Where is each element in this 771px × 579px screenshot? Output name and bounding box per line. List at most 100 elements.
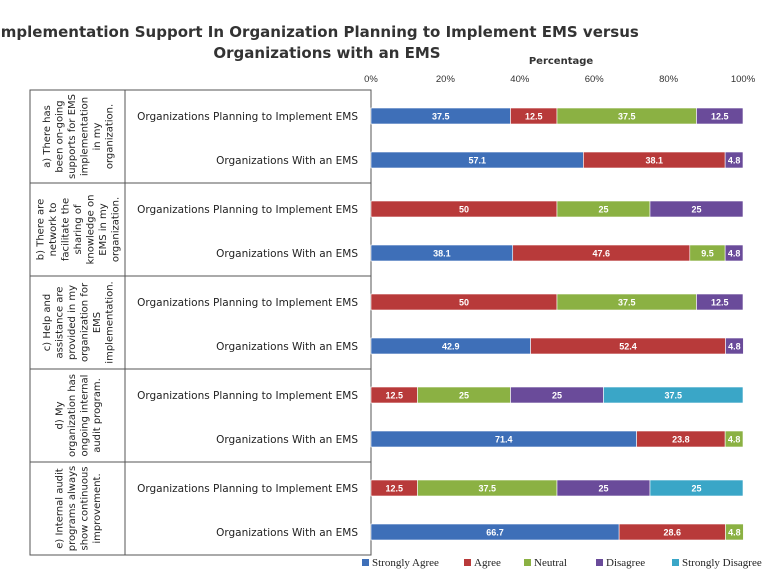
question-label-line: facilitate the (61, 198, 72, 261)
bar-category-label: Organizations With an EMS (216, 155, 358, 167)
question-label-line: organization. (111, 197, 122, 262)
bar-segment (725, 523, 744, 541)
bar-value-label: 28.6 (664, 528, 682, 538)
bar-value-label: 38.1 (646, 156, 664, 166)
bar-value-label: 25 (552, 391, 562, 401)
question-label: c) Help and assistance are provided in my o… (42, 281, 116, 363)
bar-value-label: 25 (691, 205, 701, 215)
x-axis-ticks: 0% 20% 40% 60% 80% 100% (364, 74, 756, 85)
bar-value-label: 12.5 (385, 484, 403, 494)
chart-title: Implementation Support In Organization P… (0, 23, 639, 62)
chart-title-line: Organizations with an EMS (213, 44, 440, 62)
x-tick-label: 0% (364, 74, 378, 85)
bar-value-label: 12.5 (711, 298, 729, 308)
x-axis-title: Percentage (529, 56, 594, 67)
bar-category-label: Organizations Planning to Implement EMS (137, 390, 358, 402)
bar-segment (603, 386, 744, 404)
legend-swatch (362, 559, 369, 566)
legend-swatch (464, 559, 471, 566)
question-label-line: c) Help and (42, 294, 53, 351)
question-label-line: implementation. (104, 281, 115, 363)
bar-value-label: 37.5 (618, 298, 636, 308)
bar-value-label: 57.1 (468, 156, 486, 166)
bar-category-label: Organizations With an EMS (216, 527, 358, 539)
question-label-line: organization for (79, 282, 90, 362)
bar-value-label: 50 (459, 205, 469, 215)
question-label-line: supports for EMS (67, 94, 78, 179)
bar-category-label: Organizations With an EMS (216, 248, 358, 260)
question-label-line: EMS (92, 312, 103, 333)
question-label-line: sharing of (73, 204, 84, 255)
bar-category-label: Organizations Planning to Implement EMS (137, 204, 358, 216)
question-label-line: improvement. (92, 473, 103, 543)
bar-value-label: 37.5 (664, 391, 682, 401)
bar-value-label: 71.4 (495, 435, 513, 445)
x-tick-label: 100% (731, 74, 756, 85)
table-border (29, 89, 372, 556)
question-label: a) There has been on-going supports for EM… (42, 94, 116, 179)
bar-value-label: 66.7 (486, 528, 504, 538)
bar-value-label: 47.6 (593, 249, 611, 259)
question-label-line: audit program. (92, 378, 103, 453)
bar-value-label: 42.9 (442, 342, 460, 352)
question-label-line: organization has (67, 374, 78, 457)
bar-value-label: 25 (691, 484, 701, 494)
bar-value-label: 50 (459, 298, 469, 308)
question-label-line: implementation (79, 97, 90, 176)
legend-label: Neutral (534, 557, 567, 569)
x-tick-label: 80% (659, 74, 679, 85)
bar-value-label: 25 (459, 391, 469, 401)
legend-label: Disagree (606, 557, 645, 569)
question-label-line: d) My (54, 401, 65, 429)
legend-swatch (672, 559, 679, 566)
bar-value-label: 25 (598, 205, 608, 215)
bar-segment (725, 337, 744, 355)
question-label: b) There are network to facilitate the shar… (36, 195, 122, 265)
bar-value-label: 4.8 (728, 435, 741, 445)
legend-label: Strongly Disagree (682, 557, 762, 569)
bar-value-label: 9.5 (701, 249, 714, 259)
question-label-line: provided in my (67, 285, 78, 360)
question-label-line: programs always (67, 466, 78, 551)
bar-value-label: 4.8 (728, 342, 741, 352)
bar-segment (724, 244, 744, 262)
bar-segment (696, 107, 744, 125)
question-label: e) Internal audit programs always show con… (54, 466, 103, 551)
question-label-line: a) There has (42, 105, 53, 168)
bar-segment (649, 200, 744, 218)
question-label-line: assistance are (54, 287, 65, 359)
legend-swatch (524, 559, 531, 566)
bar-value-label: 37.5 (618, 112, 636, 122)
bar-value-label: 12.5 (711, 112, 729, 122)
question-label-line: ongoing internal (79, 375, 90, 457)
question-label-line: knowledge on (86, 195, 97, 265)
bar-value-label: 4.8 (728, 249, 741, 259)
question-label-line: network to (48, 203, 59, 257)
question-label-line: EMS in my (98, 203, 109, 256)
bar-value-label: 4.8 (728, 156, 741, 166)
bars-area: 37.5 12.5 37.5 12.5 57.1 38.1 4.8 50 25 25 38.1 47.… (370, 107, 744, 541)
x-tick-label: 40% (510, 74, 530, 85)
legend-label: Agree (474, 557, 501, 569)
legend-swatch (596, 559, 603, 566)
bar-value-label: 37.5 (432, 112, 450, 122)
question-label: d) My organization has ongoing internal aud… (54, 374, 103, 457)
question-label-line: show continuous (79, 466, 90, 550)
question-label-line: been on-going (54, 100, 65, 172)
bar-category-label: Organizations Planning to Implement EMS (137, 297, 358, 309)
x-tick-label: 60% (585, 74, 605, 85)
legend-label: Strongly Agree (372, 557, 439, 569)
legend: Strongly Agree Agree Neutral Disagree Strong… (362, 557, 762, 569)
chart-title-line: Implementation Support In Organization P… (0, 23, 639, 41)
bar-category-label: Organizations Planning to Implement EMS (137, 111, 358, 123)
question-label-line: e) Internal audit (54, 468, 65, 549)
category-table: a) There has been on-going supports for EM… (29, 89, 372, 556)
bar-value-label: 25 (598, 484, 608, 494)
bar-segment (724, 430, 744, 448)
x-tick-label: 20% (436, 74, 456, 85)
question-label-line: b) There are (36, 199, 47, 260)
bar-value-label: 52.4 (619, 342, 637, 352)
bar-value-label: 23.8 (672, 435, 690, 445)
bar-value-label: 12.5 (385, 391, 403, 401)
